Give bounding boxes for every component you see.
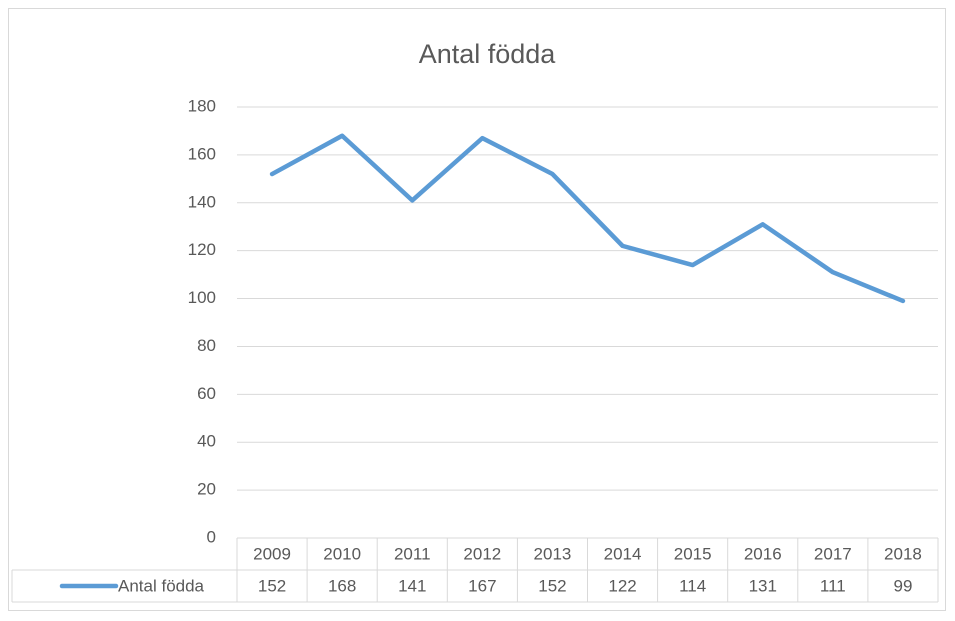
y-tick-label: 60 [197, 384, 216, 403]
x-tick-label: 2013 [534, 544, 572, 563]
x-tick-label: 2017 [814, 544, 852, 563]
x-tick-label: 2016 [744, 544, 782, 563]
table-value: 167 [468, 576, 496, 595]
y-tick-label: 20 [197, 480, 216, 499]
series-line [269, 133, 906, 304]
y-tick-label: 140 [188, 192, 216, 211]
x-tick-label: 2011 [394, 544, 431, 563]
table-value: 111 [820, 576, 846, 595]
table-value: 152 [538, 576, 566, 595]
y-tick-label: 100 [188, 288, 216, 307]
chart-border [8, 8, 946, 611]
table-value: 168 [328, 576, 356, 595]
table-value: 131 [749, 576, 777, 595]
x-tick-label: 2010 [323, 544, 361, 563]
table-value: 122 [608, 576, 636, 595]
table-value: 152 [258, 576, 286, 595]
y-tick-label: 160 [188, 144, 216, 163]
x-tick-label: 2018 [884, 544, 922, 563]
x-tick-label: 2009 [253, 544, 291, 563]
x-tick-label: 2015 [674, 544, 712, 563]
y-tick-label: 40 [197, 432, 216, 451]
table-value: 114 [679, 576, 706, 595]
table-value: 141 [398, 576, 426, 595]
table-value: 99 [893, 576, 912, 595]
chart-title: Antal födda [419, 39, 557, 69]
x-tick-label: 2012 [463, 544, 501, 563]
y-tick-label: 180 [188, 96, 216, 115]
legend-label: Antal födda [118, 576, 205, 595]
x-tick-label: 2014 [604, 544, 642, 563]
y-tick-label: 0 [207, 527, 216, 546]
y-tick-label: 80 [197, 336, 216, 355]
y-tick-label: 120 [188, 240, 216, 259]
